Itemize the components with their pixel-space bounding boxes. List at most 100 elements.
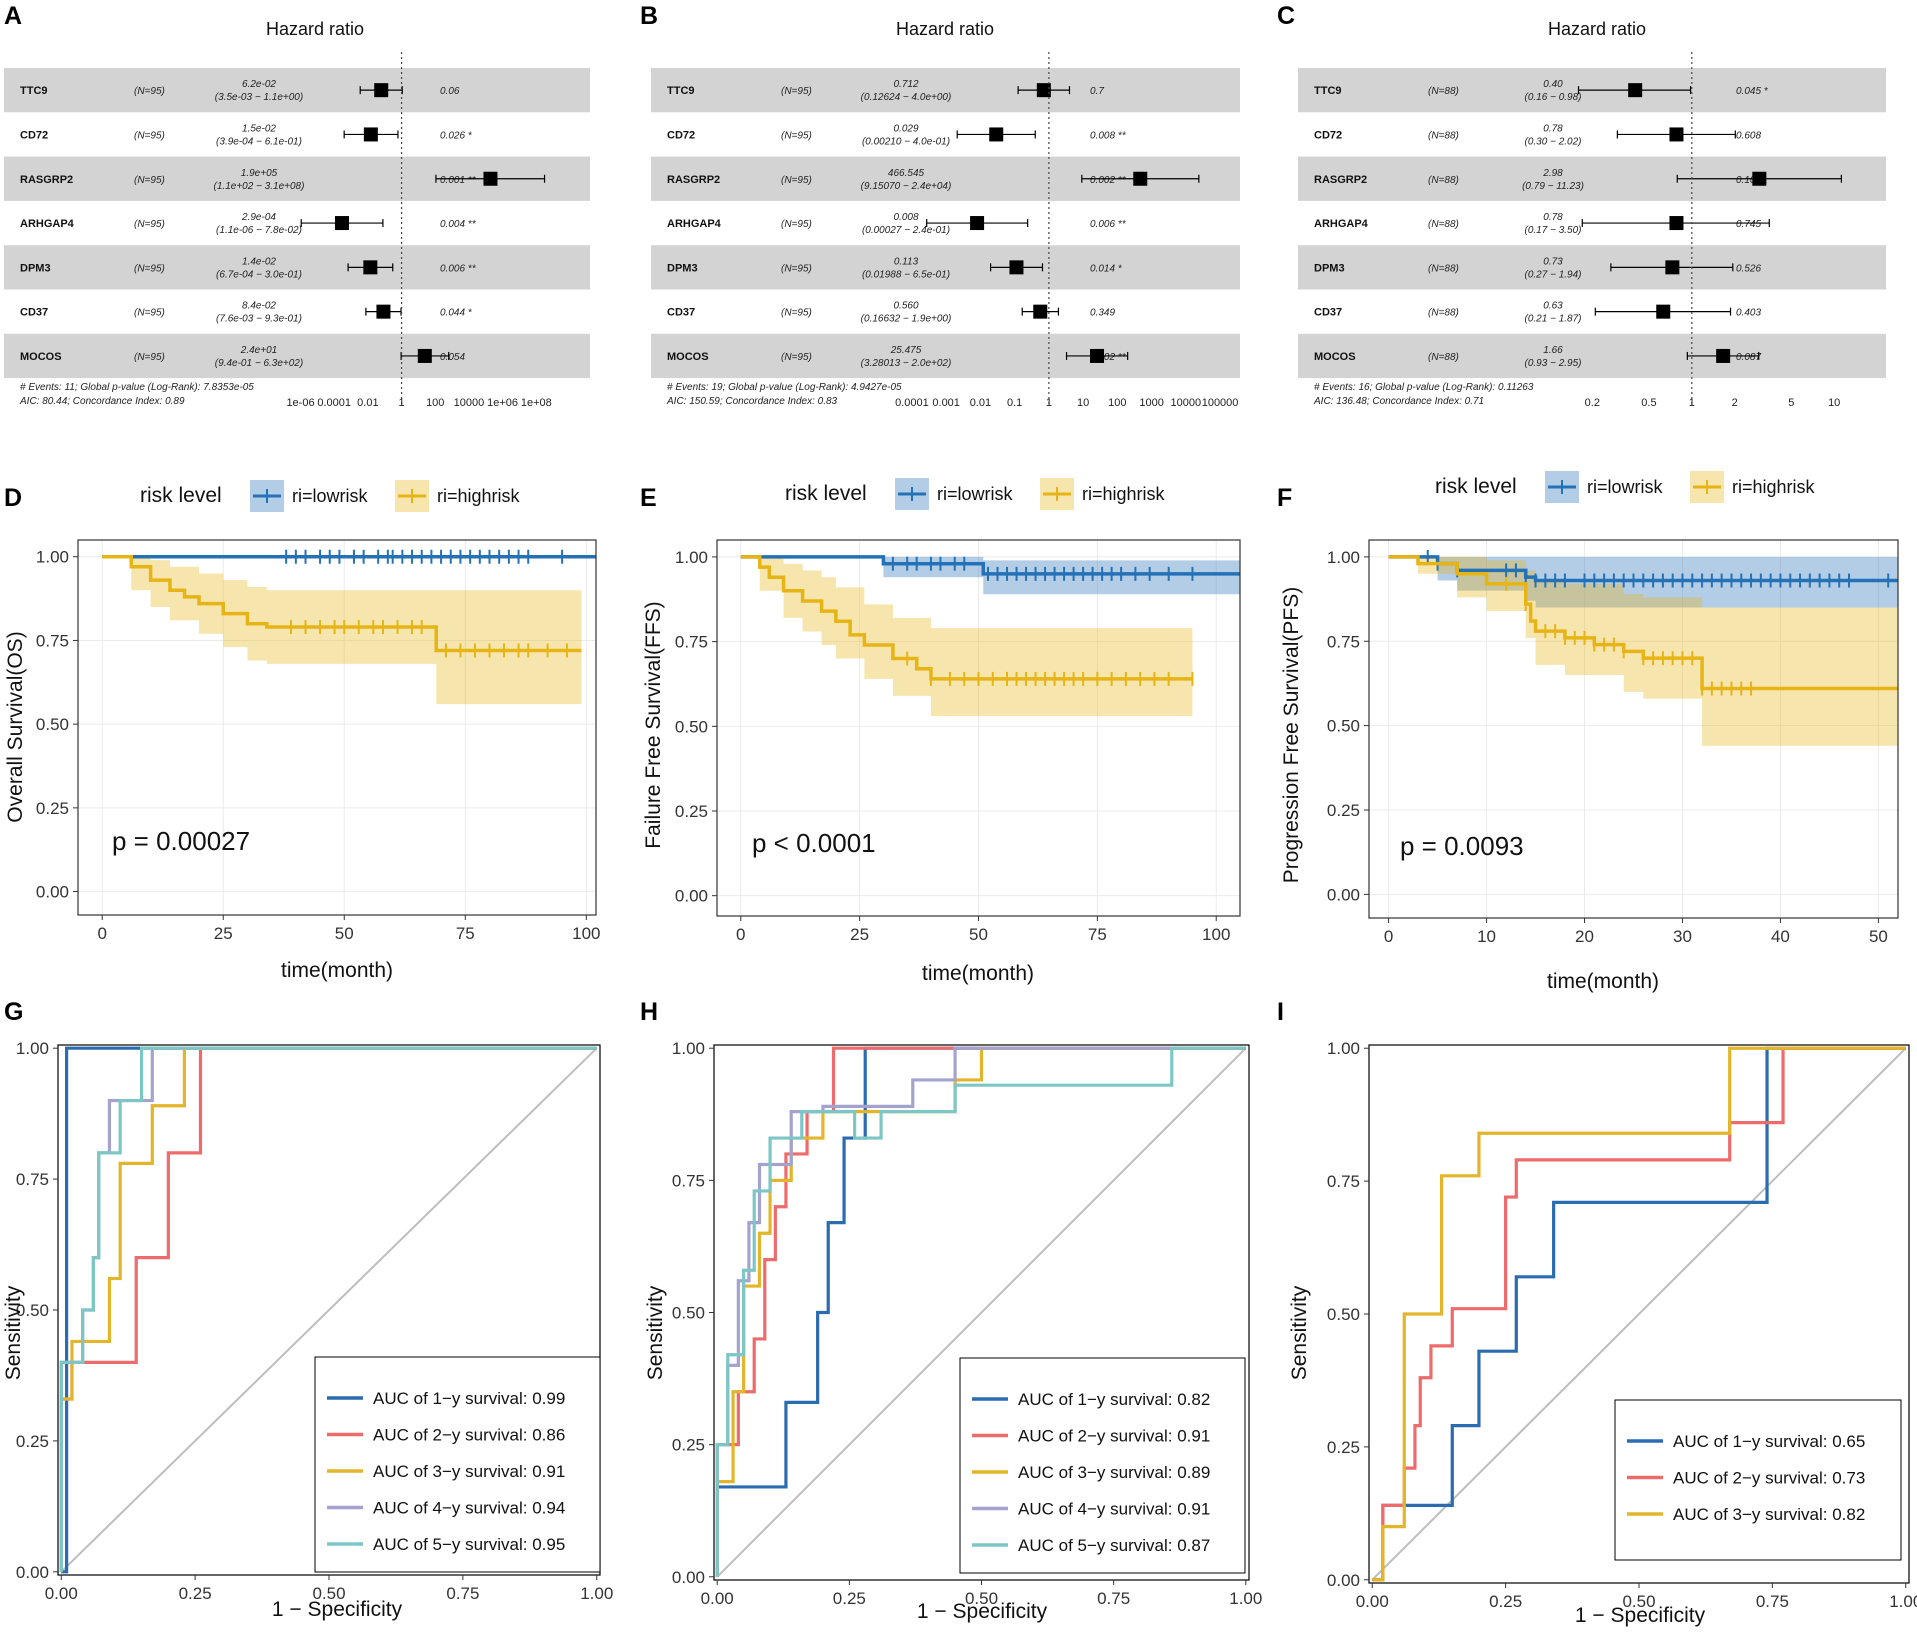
forest-estimate-marker [1133,171,1148,186]
roc-x-tick-label: 0.75 [446,1584,479,1603]
forest-ci-label: (0.12624 − 4.0e+00) [861,92,952,103]
forest-p-label: 0.7 [1090,86,1104,97]
forest-hr-label: 0.113 [894,256,919,267]
forest-p-label: 0.349 [1090,308,1115,319]
forest-gene-label: CD37 [1314,307,1342,319]
km-x-tick-label: 75 [456,924,475,943]
km-y-tick-label: 1.00 [36,548,69,567]
forest-tick-label: 1e+06 [487,397,518,409]
forest-hr-label: 0.40 [1543,79,1563,90]
forest-n-label: (N=95) [781,352,812,363]
roc-x-tick-label: 0.75 [1097,1589,1130,1608]
forest-p-label: 0.06 [440,86,460,97]
roc-legend-label: AUC of 2−y survival: 0.91 [1018,1427,1210,1446]
roc-y-tick-label: 0.25 [1327,1438,1360,1457]
km-plot-e: 0 25 50 75 100 0.00 0.25 0.50 0.75 1.00 time(month… [642,478,1241,985]
forest-estimate-marker [1009,260,1024,275]
forest-tick-label: 0.1 [1007,397,1022,409]
forest-tick-label: 5 [1788,397,1794,409]
roc-legend-label: AUC of 2−y survival: 0.86 [373,1426,565,1445]
forest-gene-label: MOCOS [20,351,62,363]
forest-p-label: 0.008 ** [1090,130,1127,141]
forest-row-band [651,333,1240,379]
forest-gene-label: DPM3 [667,262,698,274]
forest-p-label: 0.087 [1736,352,1761,363]
km-x-tick-label: 100 [572,924,600,943]
forest-n-label: (N=95) [134,219,165,230]
km-legend-label: ri=lowrisk [292,486,369,506]
panel-letter-d: D [4,484,22,512]
forest-p-label: 0.403 [1736,308,1761,319]
forest-ci-label: (0.00027 − 2.4e-01) [862,225,950,236]
km-x-tick-label: 50 [335,924,354,943]
forest-p-label: 0.107 [1736,175,1761,186]
roc-y-axis-label: Sensitivity [644,1285,667,1380]
roc-x-tick-label: 0.50 [312,1584,345,1603]
km-y-tick-label: 0.00 [1327,885,1360,904]
forest-n-label: (N=88) [1428,175,1459,186]
km-x-axis-label: time(month) [281,959,393,982]
forest-tick-label: 0.5 [1641,397,1656,409]
km-legend-label: ri=highrisk [1732,477,1816,497]
roc-plot-g: 0.00 0.25 0.50 0.75 1.00 0.00 0.25 0.50 0.75 1.00… [2,1039,613,1621]
roc-x-tick-label: 0.25 [179,1584,212,1603]
roc-legend-label: AUC of 3−y survival: 0.91 [373,1462,565,1481]
forest-row-band [1298,333,1886,379]
forest-p-label: 0.526 [1736,263,1761,274]
forest-footer-aic: AIC: 136.48; Concordance Index: 0.71 [1313,396,1484,407]
forest-title: Hazard ratio [1548,19,1646,39]
forest-tick-label: 1 [398,397,404,409]
forest-estimate-marker [1090,348,1105,363]
forest-row-band [1298,245,1886,290]
forest-row-band [651,68,1240,113]
km-y-tick-label: 0.75 [1327,632,1360,651]
km-x-tick-label: 20 [1575,927,1594,946]
roc-y-tick-label: 0.50 [672,1304,705,1323]
km-panel-border [77,539,597,916]
roc-x-axis-label: 1 − Specificity [917,1600,1048,1623]
forest-p-label: 0.006 ** [1090,219,1127,230]
forest-tick-label: 2 [1732,397,1738,409]
forest-row-band [4,245,590,290]
forest-row-band [651,245,1240,290]
roc-diagonal-reference [1371,1047,1907,1581]
forest-gene-label: TTC9 [667,85,695,97]
forest-title: Hazard ratio [896,19,994,39]
forest-ci-label: (7.6e-03 − 9.3e-01) [216,314,302,325]
km-confidence-band-high [102,556,582,705]
forest-n-label: (N=95) [134,352,165,363]
forest-hr-label: 0.008 [893,212,918,223]
roc-legend-label: AUC of 5−y survival: 0.87 [1018,1536,1210,1555]
km-curve-high [740,555,1193,681]
km-legend-title: risk level [140,484,222,507]
forest-footer-aic: AIC: 80.44; Concordance Index: 0.89 [19,396,185,407]
forest-estimate-marker [1036,83,1051,98]
forest-gene-label: ARHGAP4 [20,218,75,230]
forest-tick-label: 100 [426,397,444,409]
forest-gene-label: CD72 [667,129,695,141]
forest-ci-label: (9.4e-01 − 6.3e+02) [215,358,303,369]
forest-footer-events: # Events: 11; Global p-value (Log-Rank):… [20,382,254,393]
forest-n-label: (N=95) [781,308,812,319]
forest-n-label: (N=95) [781,263,812,274]
forest-ci-label: (0.00210 − 4.0e-01) [862,136,950,147]
forest-estimate-marker [1669,216,1684,231]
forest-p-label: 0.002 ** [1090,175,1127,186]
forest-ci-label: (0.01988 − 6.5e-01) [862,269,950,280]
forest-estimate-marker [374,83,389,98]
forest-n-label: (N=88) [1428,263,1459,274]
forest-tick-label: 0.2 [1585,397,1600,409]
forest-ci-label: (0.27 − 1.94) [1525,269,1582,280]
forest-footer-events: # Events: 19; Global p-value (Log-Rank):… [667,382,902,393]
roc-y-tick-label: 0.50 [1327,1305,1360,1324]
km-x-tick-label: 30 [1673,927,1692,946]
km-x-tick-label: 75 [1088,925,1107,944]
roc-legend-label: AUC of 5−y survival: 0.95 [373,1535,565,1554]
km-plot-d: 0 25 50 75 100 0.00 0.25 0.50 0.75 1.00 time(month… [4,480,601,982]
forest-tick-label: 10000 [454,397,485,409]
forest-gene-label: CD72 [20,129,48,141]
forest-gene-label: CD72 [1314,129,1342,141]
roc-curve-3 [1372,1046,1906,1582]
forest-n-label: (N=88) [1428,352,1459,363]
